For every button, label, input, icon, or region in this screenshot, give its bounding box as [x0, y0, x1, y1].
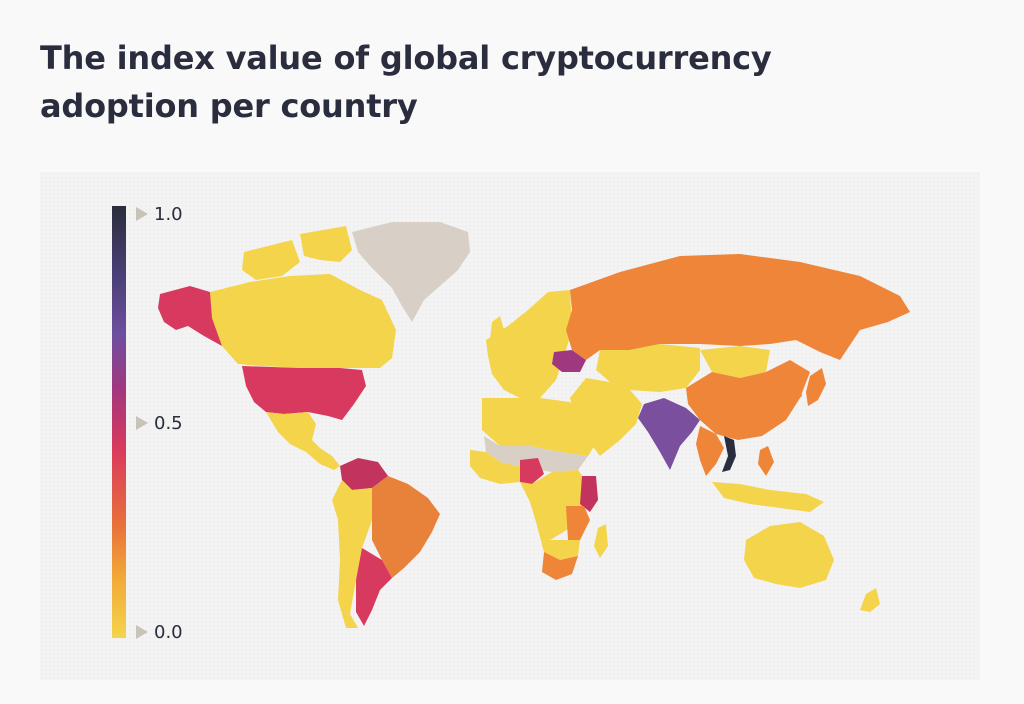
region-korea[interactable]	[792, 380, 802, 402]
region-central-america[interactable]	[306, 448, 340, 470]
region-uk[interactable]	[490, 316, 504, 344]
region-nigeria[interactable]	[520, 458, 544, 484]
region-europe[interactable]	[486, 290, 572, 398]
region-north-africa[interactable]	[482, 398, 598, 456]
region-brazil[interactable]	[372, 476, 440, 578]
region-central-asia[interactable]	[596, 344, 700, 392]
region-japan[interactable]	[806, 368, 826, 406]
region-south-africa[interactable]	[542, 552, 578, 580]
map-panel	[40, 172, 980, 680]
region-madagascar[interactable]	[594, 524, 608, 558]
region-canada[interactable]	[210, 274, 396, 368]
region-argentina[interactable]	[356, 548, 392, 626]
region-tanzania[interactable]	[566, 506, 590, 540]
min-tick-label: 0.0	[154, 622, 183, 643]
region-mexico[interactable]	[266, 412, 320, 452]
region-sahel-no-data[interactable]	[484, 436, 588, 472]
max-tick-marker	[136, 207, 148, 221]
region-ukraine[interactable]	[552, 350, 586, 372]
region-kenya[interactable]	[580, 476, 598, 512]
region-vietnam[interactable]	[722, 436, 736, 472]
region-west-africa[interactable]	[470, 450, 526, 484]
region-colombia-venezuela[interactable]	[340, 458, 388, 490]
min-tick-marker	[136, 625, 148, 639]
mid-tick-marker	[136, 416, 148, 430]
region-new-zealand[interactable]	[860, 588, 880, 612]
region-philippines[interactable]	[758, 446, 774, 476]
region-southern-africa[interactable]	[536, 522, 580, 560]
region-indonesia[interactable]	[712, 482, 824, 512]
region-australia[interactable]	[744, 522, 834, 588]
chart-title: The index value of global cryptocurrency…	[40, 39, 772, 125]
region-canada-islands[interactable]	[300, 226, 352, 262]
region-russia[interactable]	[566, 254, 910, 360]
mid-tick-label: 0.5	[154, 413, 183, 434]
region-southeast-asia[interactable]	[696, 426, 724, 476]
region-greenland[interactable]	[352, 222, 470, 322]
region-china[interactable]	[686, 360, 810, 440]
color-scale-bar	[112, 206, 126, 638]
region-canada-island-2[interactable]	[242, 240, 300, 280]
region-alaska[interactable]	[158, 286, 222, 346]
region-united-states[interactable]	[242, 366, 366, 420]
region-west-south-america[interactable]	[332, 480, 372, 628]
region-india[interactable]	[638, 398, 700, 470]
max-tick-label: 1.0	[154, 204, 183, 225]
region-mongolia[interactable]	[700, 346, 770, 378]
